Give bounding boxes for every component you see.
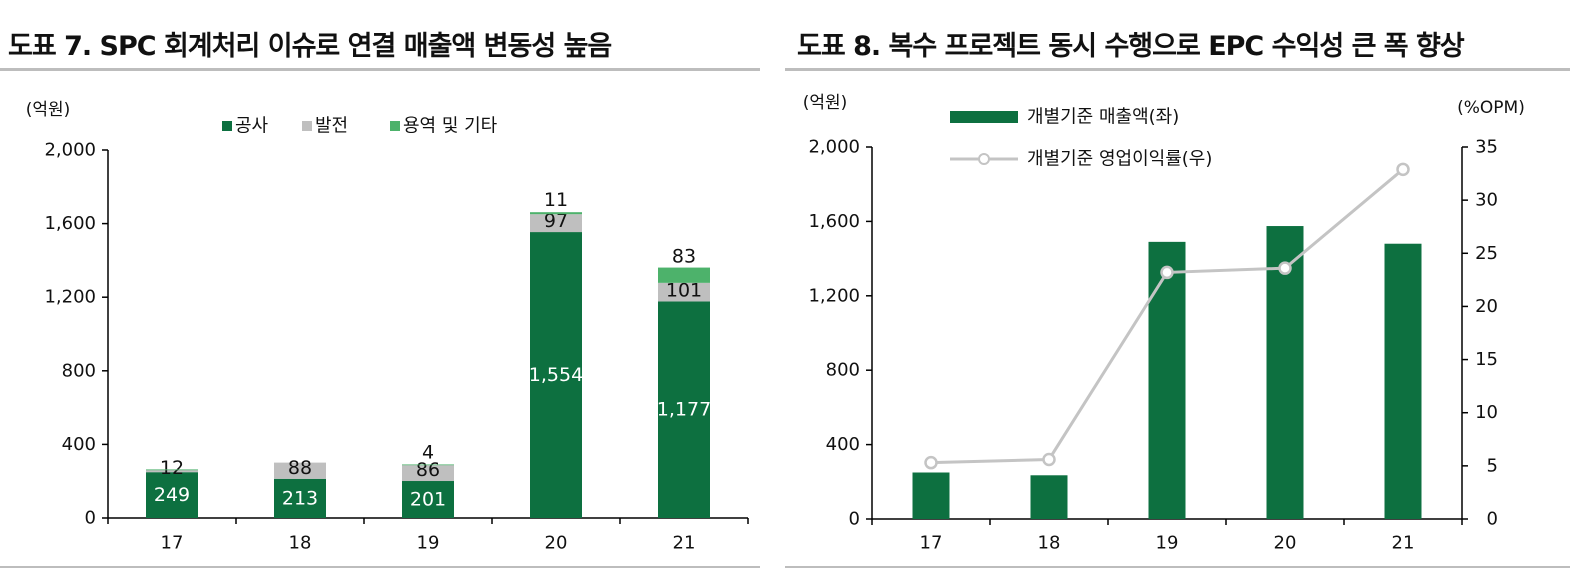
right-bar-0 (912, 472, 950, 519)
left-y-tick-label-0: 0 (85, 508, 96, 529)
left-x-tick-label-2: 19 (417, 533, 440, 554)
right-x-tick-label-1: 18 (1038, 533, 1061, 554)
left-data-label-0-4: 1,177 (657, 399, 711, 421)
left-y-tick-label-5: 2,000 (44, 140, 96, 161)
right-y-tick-label-4: 1,600 (808, 211, 860, 232)
left-legend-label-0: 공사 (235, 116, 269, 137)
right-y-tick-label-0: 0 (849, 509, 860, 530)
right-opm-point-3 (1278, 261, 1292, 275)
left-title-rule (0, 68, 760, 71)
left-chart-panel: 도표 7. SPC 회계처리 이슈로 연결 매출액 변동성 높음 (억원) 공사 발… (0, 0, 760, 570)
left-bar-1-0 (146, 469, 198, 473)
right-bar-1 (1030, 475, 1068, 519)
left-y-tick-label-4: 1,600 (44, 213, 96, 234)
left-data-label-0-1: 213 (282, 487, 318, 509)
right-y2-tick-label-5: 25 (1475, 243, 1498, 264)
right-y-tick-label-1: 400 (826, 434, 860, 455)
right-opm-point-2 (1160, 265, 1174, 280)
right-legend-label-bar: 개별기준 매출액(좌) (1027, 107, 1179, 128)
left-data-label-1-4: 101 (666, 279, 702, 301)
left-bar-1-2 (402, 465, 454, 482)
left-data-label-2-3: 11 (544, 189, 568, 211)
right-y2-tick-label-7: 35 (1475, 137, 1498, 158)
right-title-rule (785, 68, 1570, 71)
right-y-tick-label-2: 800 (826, 360, 860, 381)
left-bar-0-2 (402, 481, 454, 518)
left-bottom-rule (0, 566, 760, 568)
right-y2-tick-label-2: 10 (1475, 402, 1498, 423)
left-data-label-1-3: 97 (544, 210, 568, 232)
left-legend-label-2: 용역 및 기타 (403, 116, 498, 137)
right-chart-title: 도표 8. 복수 프로젝트 동시 수행으로 EPC 수익성 큰 폭 향상 (797, 31, 1465, 62)
left-bar-1-3 (530, 214, 582, 233)
left-data-label-0-0: 249 (154, 484, 190, 506)
right-bottom-rule (785, 566, 1570, 568)
left-x-tick-label-4: 21 (673, 533, 696, 554)
right-y-axis-label: (억원) (803, 93, 848, 113)
left-x-tick-label-1: 18 (289, 533, 312, 554)
left-legend-swatch-2 (390, 121, 400, 131)
right-bar-line-chart: (억원) (%OPM) 개별기준 매출액(좌) 개별기준 영업이익률(우) 0 400 80… (803, 93, 1525, 554)
left-bar-0-0 (146, 472, 198, 518)
left-bar-1-4 (658, 282, 710, 302)
left-bar-2-4 (658, 267, 710, 283)
right-y2-tick-label-1: 5 (1487, 455, 1498, 476)
right-x-tick-label-0: 17 (920, 533, 943, 554)
right-y-tick-label-5: 2,000 (808, 137, 860, 158)
left-legend-swatch-0 (222, 121, 232, 131)
left-data-label-2-2: 4 (422, 441, 434, 463)
right-y2-tick-label-0: 0 (1487, 509, 1498, 530)
left-legend-swatch-1 (302, 121, 312, 131)
left-bar-2-0 (146, 469, 198, 471)
right-y-tick-label-3: 1,200 (808, 285, 860, 306)
left-bar-0-3 (530, 232, 582, 518)
right-legend-swatch-bar (950, 111, 1018, 123)
left-stacked-bar-chart: (억원) 공사 발전 용역 및 기타 0 400 800 1,200 1,600 2,000 17 2… (26, 100, 749, 554)
left-bar-0-1 (274, 478, 326, 518)
left-data-label-1-1: 88 (288, 457, 312, 479)
left-bar-1-1 (274, 462, 326, 479)
left-y-axis-label: (억원) (26, 100, 71, 120)
left-bar-2-3 (530, 212, 582, 215)
right-bar-2 (1148, 241, 1186, 520)
right-opm-point-1 (1042, 452, 1056, 467)
right-legend-marker-line (978, 153, 990, 165)
right-x-tick-label-2: 19 (1156, 533, 1179, 554)
left-data-label-2-4: 83 (672, 246, 696, 268)
right-bar-4 (1384, 243, 1422, 519)
left-x-tick-label-3: 20 (545, 533, 568, 554)
left-legend-label-1: 발전 (315, 116, 348, 137)
left-data-label-0-2: 201 (410, 489, 446, 511)
right-x-tick-label-3: 20 (1274, 533, 1297, 554)
right-x-tick-label-4: 21 (1392, 533, 1415, 554)
left-bar-2-2 (402, 464, 454, 466)
left-y-tick-label-3: 1,200 (44, 287, 96, 308)
right-y2-axis-label: (%OPM) (1457, 98, 1525, 118)
right-opm-point-4 (1396, 162, 1410, 177)
right-opm-point-0 (924, 455, 938, 470)
right-chart-panel: 도표 8. 복수 프로젝트 동시 수행으로 EPC 수익성 큰 폭 향상 (억원… (785, 0, 1570, 570)
right-y2-tick-label-4: 20 (1475, 296, 1498, 317)
right-y2-tick-label-3: 15 (1475, 349, 1498, 370)
left-y-tick-label-2: 800 (62, 360, 96, 381)
left-x-tick-label-0: 17 (161, 533, 184, 554)
left-chart-title: 도표 7. SPC 회계처리 이슈로 연결 매출액 변동성 높음 (8, 31, 612, 62)
left-bar-0-4 (658, 301, 710, 518)
left-data-label-1-0: 12 (160, 457, 184, 479)
left-data-label-0-3: 1,554 (529, 364, 583, 386)
right-legend-label-line: 개별기준 영업이익률(우) (1027, 149, 1212, 170)
left-y-tick-label-1: 400 (62, 434, 96, 455)
right-y2-tick-label-6: 30 (1475, 190, 1498, 211)
